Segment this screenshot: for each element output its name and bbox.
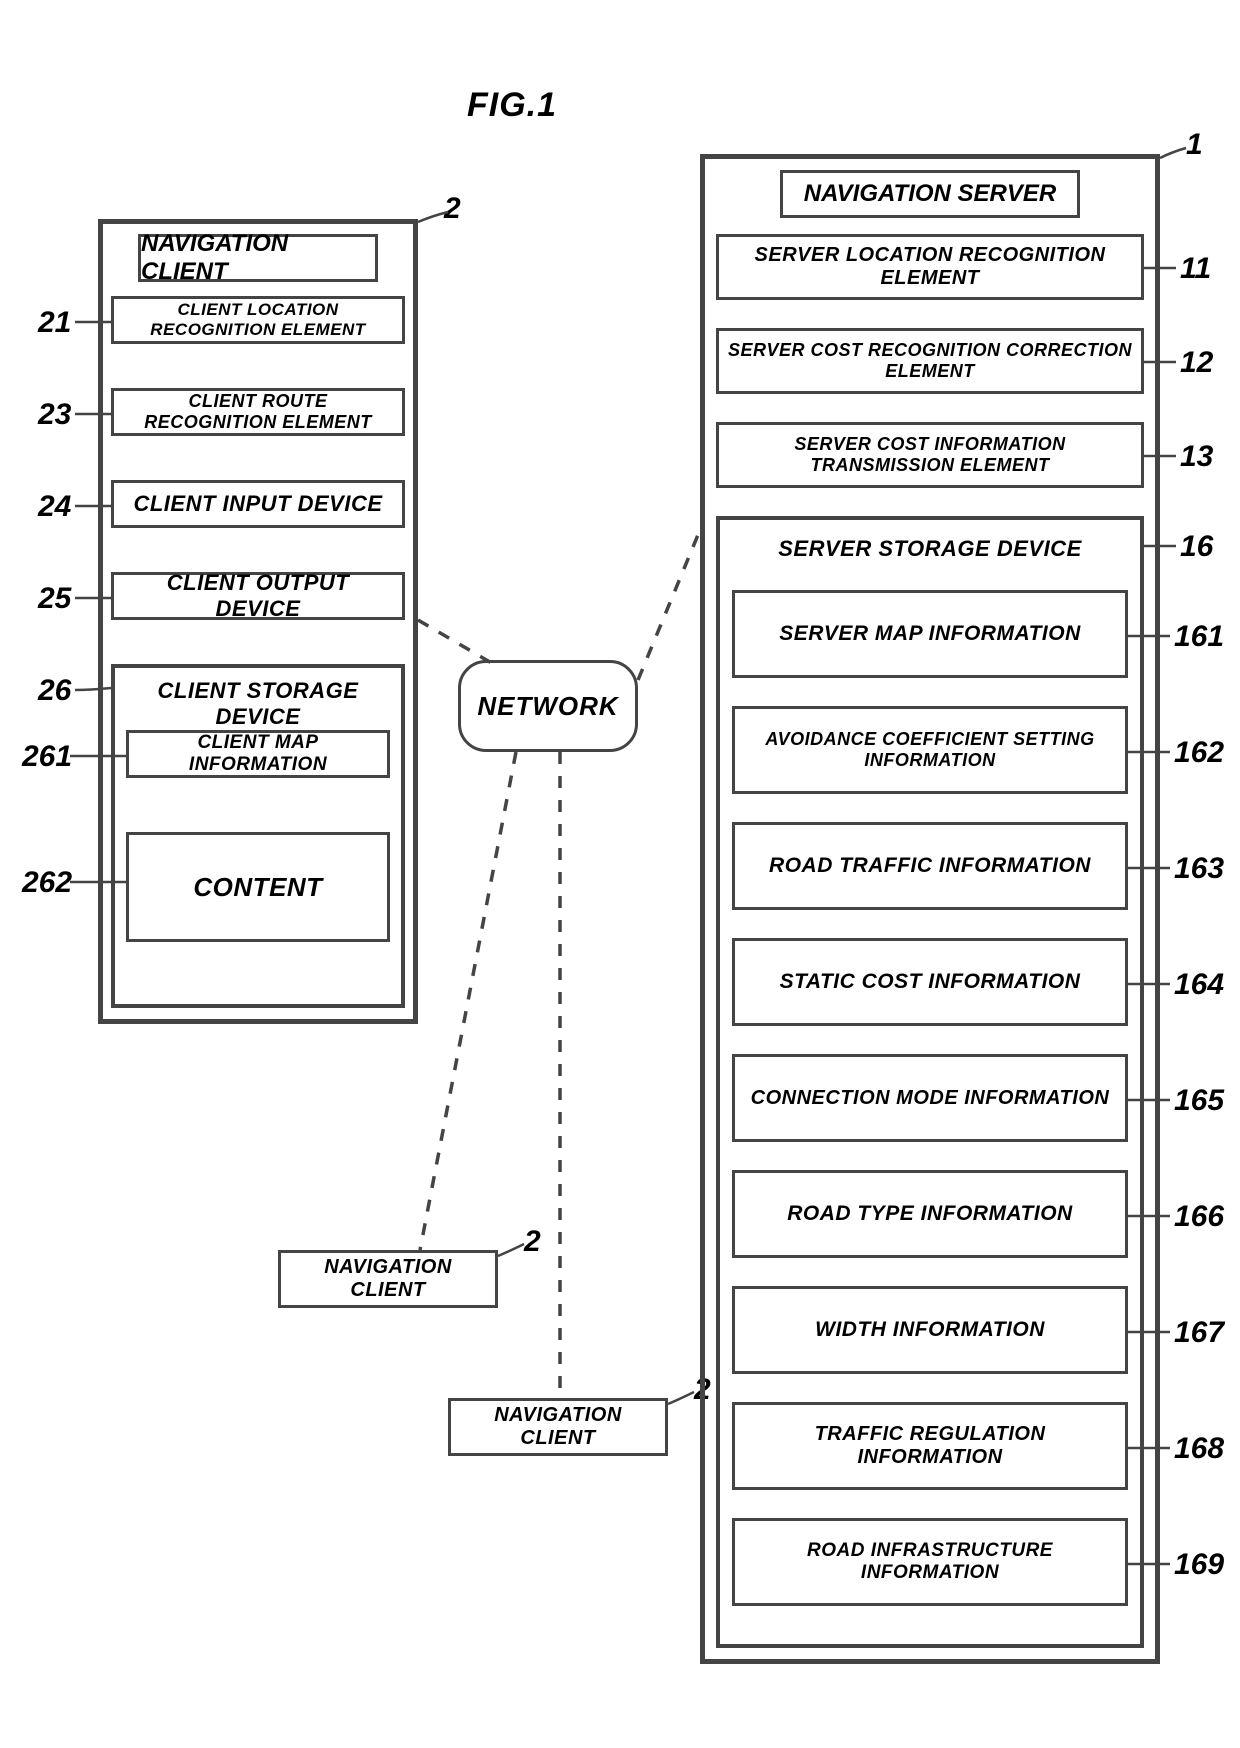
server-storage-item-167: WIDTH INFORMATION <box>732 1286 1128 1374</box>
server-storage-item-166: ROAD TYPE INFORMATION <box>732 1170 1128 1258</box>
ref-client-outer: 2 <box>444 192 461 226</box>
ref-168: 168 <box>1174 1432 1224 1466</box>
network-node: NETWORK <box>458 660 638 752</box>
server-storage-item-161: SERVER MAP INFORMATION <box>732 590 1128 678</box>
server-item-13: SERVER COST INFORMATION TRANSMISSION ELE… <box>716 422 1144 488</box>
client-item-25: CLIENT OUTPUT DEVICE <box>111 572 405 620</box>
ref-169: 169 <box>1174 1548 1224 1582</box>
ref-12: 12 <box>1180 346 1213 380</box>
ref-13: 13 <box>1180 440 1213 474</box>
ref-165: 165 <box>1174 1084 1224 1118</box>
server-storage-item-162: AVOIDANCE COEFFICIENT SETTING INFORMATIO… <box>732 706 1128 794</box>
ref-167: 167 <box>1174 1316 1224 1350</box>
client-storage-item-262: CONTENT <box>126 832 390 942</box>
ref-261: 261 <box>22 740 72 774</box>
client-item-23: CLIENT ROUTE RECOGNITION ELEMENT <box>111 388 405 436</box>
server-storage-item-169: ROAD INFRASTRUCTURE INFORMATION <box>732 1518 1128 1606</box>
ref-163: 163 <box>1174 852 1224 886</box>
ref-24: 24 <box>38 490 71 524</box>
figure-label: FIG.1 <box>467 86 557 125</box>
ref-small-client-1: 2 <box>524 1225 541 1259</box>
ref-262: 262 <box>22 866 72 900</box>
small-client-2: NAVIGATION CLIENT <box>448 1398 668 1456</box>
ref-11: 11 <box>1180 252 1211 286</box>
server-item-12: SERVER COST RECOGNITION CORRECTION ELEME… <box>716 328 1144 394</box>
client-title: NAVIGATION CLIENT <box>138 234 378 282</box>
diagram-canvas: FIG.1 NAVIGATION CLIENT CLIENT LOCATION … <box>0 0 1240 1748</box>
small-client-1: NAVIGATION CLIENT <box>278 1250 498 1308</box>
client-item-24: CLIENT INPUT DEVICE <box>111 480 405 528</box>
ref-21: 21 <box>38 306 71 340</box>
ref-23: 23 <box>38 398 71 432</box>
ref-162: 162 <box>1174 736 1224 770</box>
client-storage-item-261: CLIENT MAP INFORMATION <box>126 730 390 778</box>
server-storage-item-168: TRAFFIC REGULATION INFORMATION <box>732 1402 1128 1490</box>
server-item-11: SERVER LOCATION RECOGNITION ELEMENT <box>716 234 1144 300</box>
server-storage-item-164: STATIC COST INFORMATION <box>732 938 1128 1026</box>
server-storage-label: SERVER STORAGE DEVICE <box>720 536 1140 562</box>
ref-25: 25 <box>38 582 71 616</box>
client-item-21: CLIENT LOCATION RECOGNITION ELEMENT <box>111 296 405 344</box>
ref-16: 16 <box>1180 530 1213 564</box>
client-storage-label: CLIENT STORAGE DEVICE <box>115 678 401 730</box>
ref-166: 166 <box>1174 1200 1224 1234</box>
ref-161: 161 <box>1174 620 1224 654</box>
ref-server-outer: 1 <box>1186 128 1203 162</box>
server-storage-item-163: ROAD TRAFFIC INFORMATION <box>732 822 1128 910</box>
ref-26: 26 <box>38 674 71 708</box>
ref-164: 164 <box>1174 968 1224 1002</box>
server-title: NAVIGATION SERVER <box>780 170 1080 218</box>
server-storage-item-165: CONNECTION MODE INFORMATION <box>732 1054 1128 1142</box>
